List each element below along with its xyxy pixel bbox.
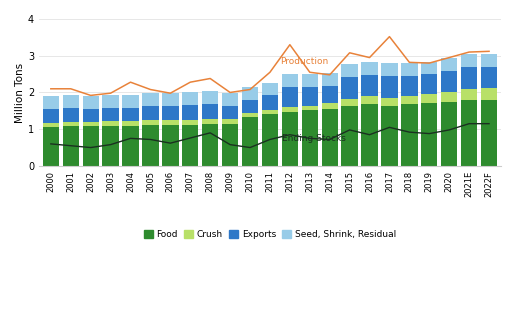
Bar — [142, 125, 158, 166]
Bar — [302, 74, 318, 87]
Bar — [83, 96, 99, 109]
Text: Production: Production — [280, 57, 328, 66]
Bar — [361, 96, 378, 104]
Bar — [62, 122, 79, 126]
Bar — [361, 62, 378, 75]
Bar — [182, 121, 199, 125]
Bar — [481, 88, 497, 100]
Bar — [162, 125, 179, 166]
Bar — [342, 99, 358, 107]
Text: Ending Stocks: Ending Stocks — [282, 134, 346, 143]
Bar — [103, 121, 119, 125]
Bar — [421, 74, 438, 94]
Bar — [381, 98, 398, 107]
Bar — [62, 95, 79, 108]
Bar — [62, 126, 79, 166]
Bar — [242, 113, 258, 118]
Bar — [202, 119, 218, 124]
Bar — [103, 95, 119, 108]
Bar — [43, 123, 59, 127]
Bar — [43, 127, 59, 166]
Bar — [122, 125, 139, 166]
Bar — [401, 96, 417, 104]
Bar — [162, 93, 179, 106]
Bar — [222, 106, 238, 119]
Bar — [142, 106, 158, 121]
Bar — [461, 89, 477, 100]
Bar — [381, 107, 398, 166]
Bar — [282, 74, 298, 87]
Bar — [122, 121, 139, 125]
Bar — [162, 106, 179, 121]
Bar — [461, 54, 477, 67]
Bar — [222, 124, 238, 166]
Bar — [401, 63, 417, 76]
Bar — [282, 87, 298, 107]
Bar — [162, 121, 179, 125]
Bar — [321, 86, 338, 104]
Bar — [321, 104, 338, 109]
Bar — [282, 107, 298, 112]
Bar — [401, 76, 417, 96]
Bar — [461, 67, 477, 89]
Bar — [381, 63, 398, 76]
Bar — [481, 54, 497, 67]
Bar — [321, 73, 338, 86]
Bar — [182, 105, 199, 121]
Bar — [222, 93, 238, 106]
Bar — [421, 94, 438, 103]
Bar — [242, 87, 258, 100]
Bar — [242, 100, 258, 113]
Bar — [62, 108, 79, 122]
Bar — [342, 77, 358, 99]
Bar — [361, 75, 378, 96]
Y-axis label: Million Tons: Million Tons — [15, 62, 25, 123]
Bar — [302, 110, 318, 166]
Bar — [321, 109, 338, 166]
Legend: Food, Crush, Exports, Seed, Shrink, Residual: Food, Crush, Exports, Seed, Shrink, Resi… — [140, 226, 400, 242]
Bar — [401, 104, 417, 166]
Bar — [381, 76, 398, 98]
Bar — [282, 112, 298, 166]
Bar — [441, 71, 457, 92]
Bar — [441, 102, 457, 166]
Bar — [83, 122, 99, 126]
Bar — [441, 92, 457, 102]
Bar — [242, 118, 258, 166]
Bar — [83, 109, 99, 122]
Bar — [342, 107, 358, 166]
Bar — [302, 106, 318, 110]
Bar — [43, 96, 59, 109]
Bar — [202, 104, 218, 119]
Bar — [122, 95, 139, 108]
Bar — [481, 67, 497, 88]
Bar — [421, 62, 438, 74]
Bar — [222, 119, 238, 124]
Bar — [103, 125, 119, 166]
Bar — [441, 58, 457, 71]
Bar — [262, 115, 278, 166]
Bar — [262, 83, 278, 95]
Bar — [142, 93, 158, 106]
Bar — [122, 108, 139, 121]
Bar — [481, 100, 497, 166]
Bar — [83, 126, 99, 166]
Bar — [262, 110, 278, 115]
Bar — [182, 92, 199, 105]
Bar — [421, 103, 438, 166]
Bar — [202, 91, 218, 104]
Bar — [202, 124, 218, 166]
Bar — [302, 87, 318, 106]
Bar — [262, 95, 278, 110]
Bar — [342, 64, 358, 77]
Bar — [43, 109, 59, 123]
Bar — [142, 121, 158, 125]
Bar — [461, 100, 477, 166]
Bar — [103, 108, 119, 121]
Bar — [182, 125, 199, 166]
Bar — [361, 104, 378, 166]
